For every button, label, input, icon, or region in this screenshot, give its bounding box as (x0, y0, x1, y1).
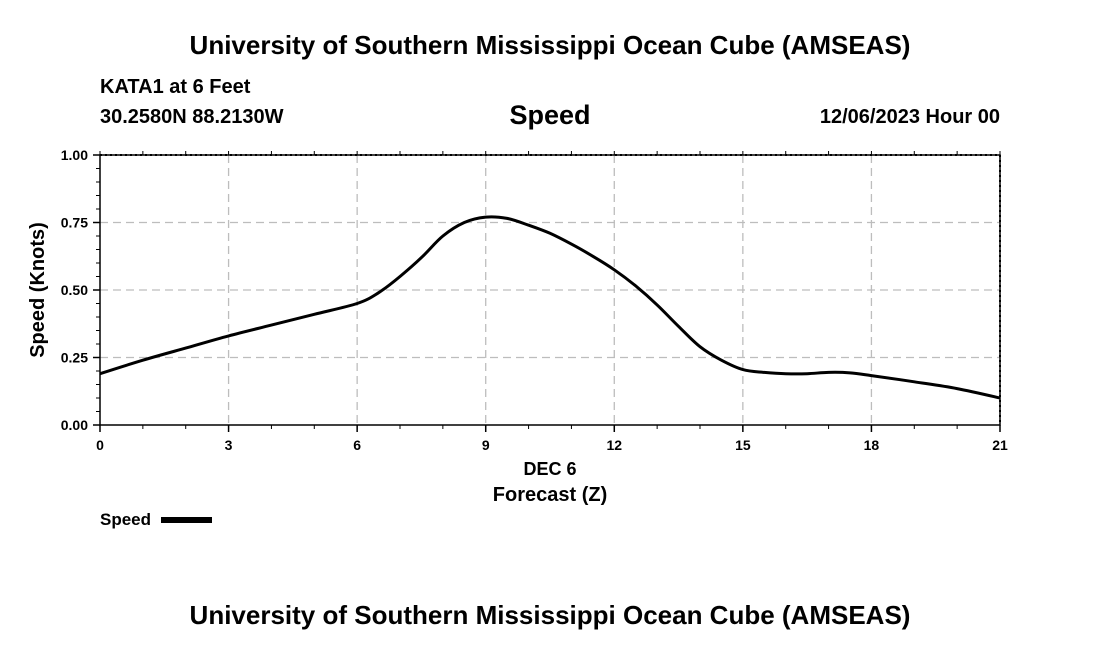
y-axis-label: Speed (Knots) (27, 222, 49, 358)
x-tick-label: 0 (96, 437, 104, 453)
datetime-label: 12/06/2023 Hour 00 (819, 106, 1000, 128)
x-tick-label: 21 (992, 437, 1008, 453)
x-tick-labels: 0 3 6 9 12 15 18 21 (96, 437, 1008, 453)
speed-data-points (99, 217, 1001, 399)
speed-series-line (99, 215, 1001, 400)
x-tick-label: 12 (606, 437, 622, 453)
grid-lines (100, 155, 1000, 425)
station-label: KATA1 at 6 Feet (100, 76, 251, 98)
coordinates-label: 30.2580N 88.2130W (100, 106, 284, 128)
x-tick-label: 18 (864, 437, 880, 453)
legend-label: Speed (100, 510, 151, 529)
y-tick-label: 0.50 (61, 282, 88, 298)
legend-swatch (161, 517, 212, 523)
y-tick-label: 0.00 (61, 417, 88, 433)
y-tick-label: 0.25 (61, 350, 88, 366)
x-tick-label: 3 (225, 437, 233, 453)
x-tick-label: 6 (353, 437, 361, 453)
y-tick-labels: 0.00 0.25 0.50 0.75 1.00 (61, 147, 88, 433)
x-axis-label: Forecast (Z) (493, 484, 607, 506)
footer-title: University of Southern Mississippi Ocean… (189, 600, 911, 630)
y-tick-label: 1.00 (61, 147, 88, 163)
x-axis-date-label: DEC 6 (523, 459, 576, 479)
chart-title: Speed (509, 100, 591, 130)
x-tick-label: 9 (482, 437, 490, 453)
y-tick-label: 0.75 (61, 215, 88, 231)
x-tick-label: 15 (735, 437, 751, 453)
page-title: University of Southern Mississippi Ocean… (189, 30, 911, 60)
